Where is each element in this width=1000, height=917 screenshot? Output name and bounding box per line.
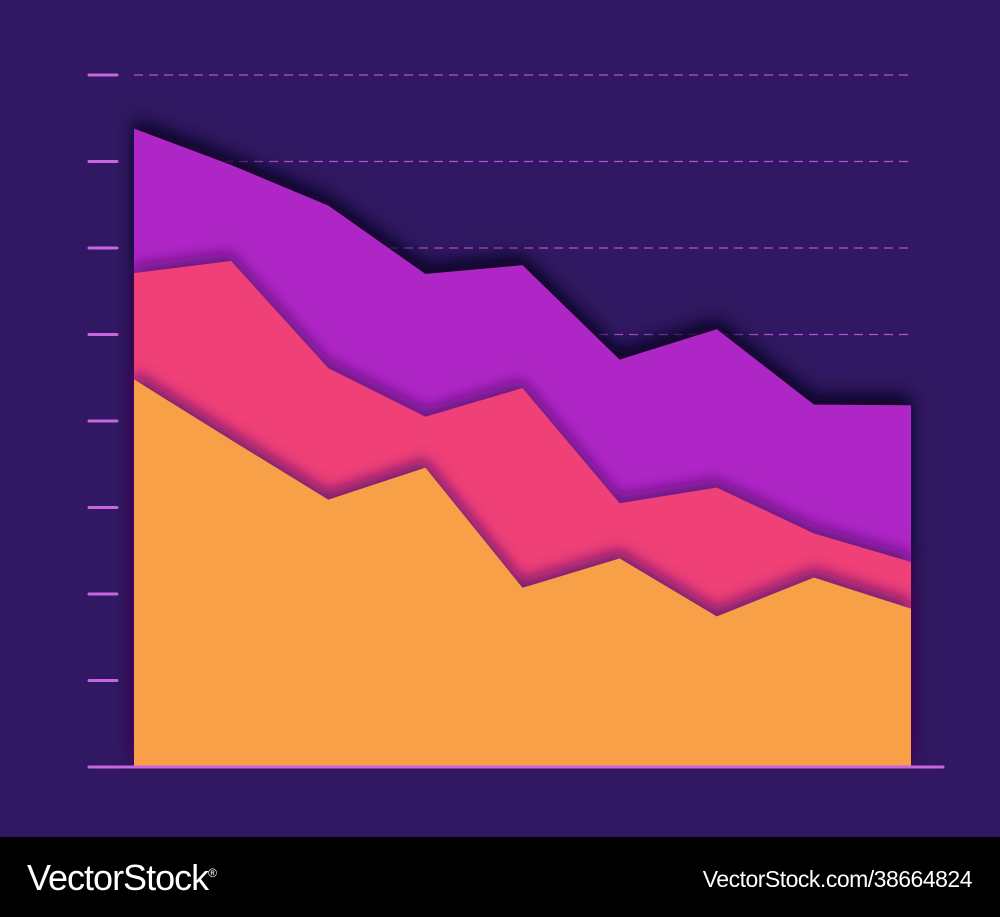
watermark-logo: VectorStock®	[27, 857, 217, 899]
chart-canvas	[0, 0, 1000, 837]
registered-mark: ®	[208, 866, 217, 880]
watermark-brand-text: VectorStock	[27, 857, 209, 898]
area-series	[134, 128, 911, 768]
y-axis-ticks	[87, 73, 119, 682]
stacked-area-chart	[87, 73, 945, 769]
watermark-bar: VectorStock® VectorStock.com/38664824	[0, 837, 1000, 917]
area-band-1	[134, 379, 911, 767]
gridlines	[134, 74, 911, 336]
watermark-url: VectorStock.com/38664824	[702, 866, 973, 892]
